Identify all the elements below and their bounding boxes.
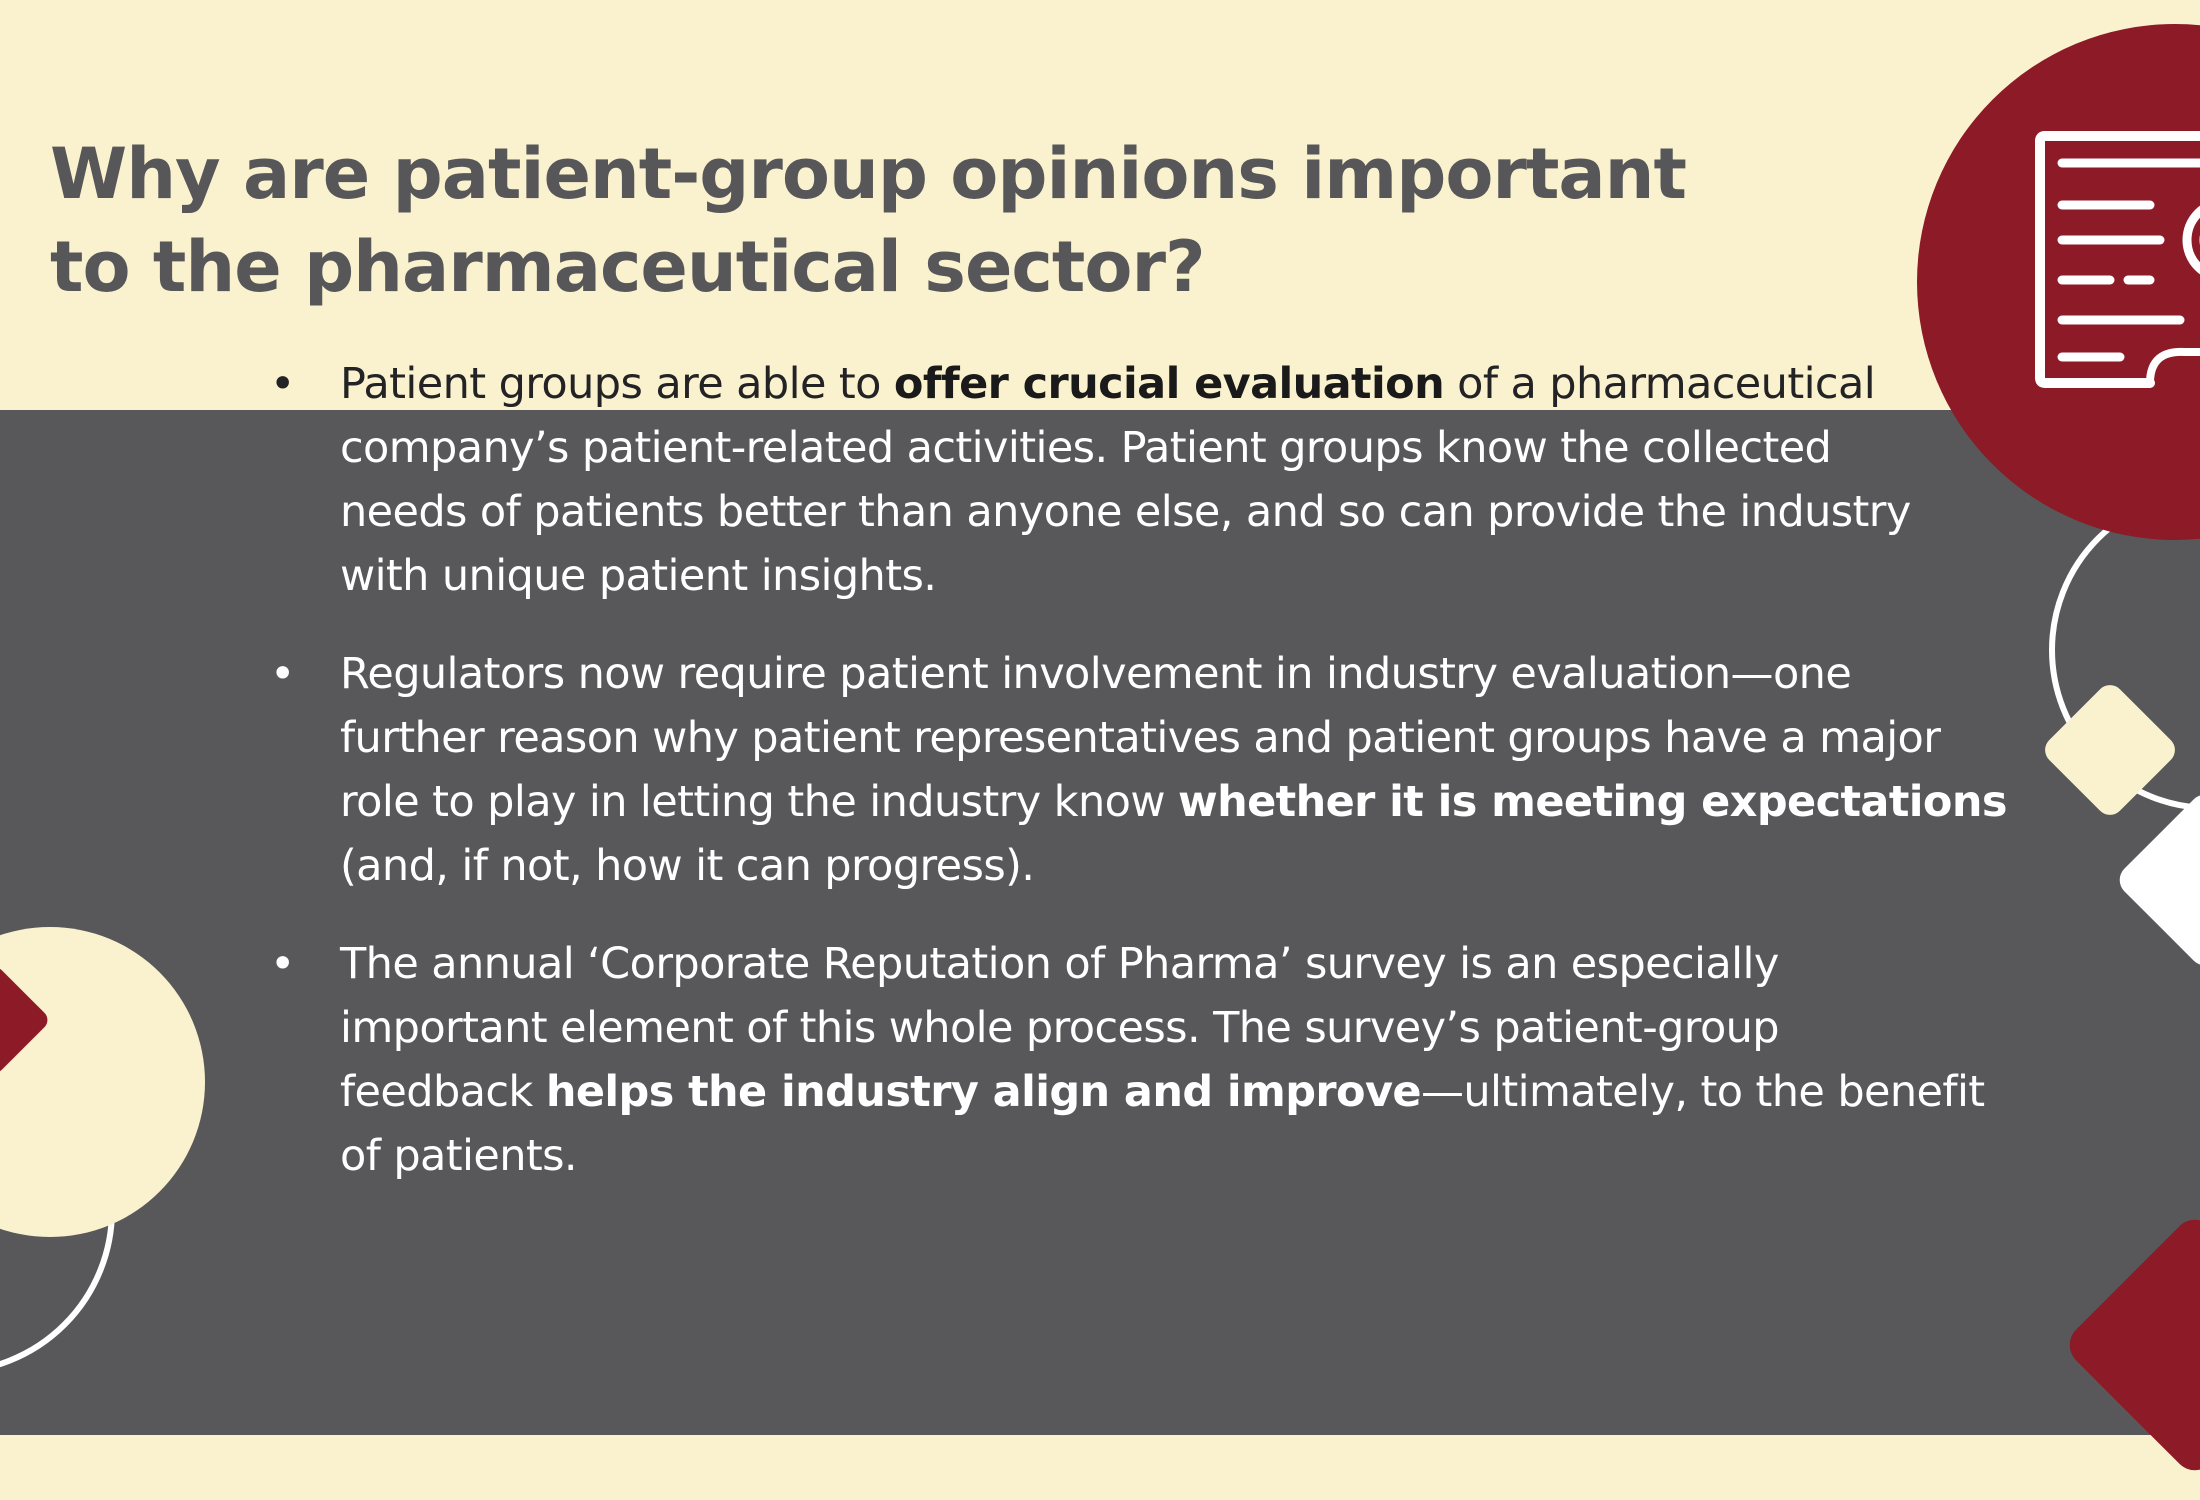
maroon-diamond-left	[0, 967, 48, 1073]
maroon-diamond-right	[2069, 1219, 2200, 1471]
bullet-2-line-2: further reason why patient representativ…	[340, 713, 1941, 763]
title-line-2: to the pharmaceutical sector?	[50, 226, 1206, 308]
bullet-2-text-pre: role to play in letting the industry kno…	[340, 777, 1178, 827]
bullet-marker: •	[270, 939, 295, 989]
page-title: Why are patient-group opinions important…	[50, 128, 1850, 314]
bullet-list: • Patient groups are able to offer cruci…	[270, 352, 2007, 1222]
bullet-3-emphasis: helps the industry align and improve	[545, 1067, 1422, 1117]
bullet-2-line-3: role to play in letting the industry kno…	[340, 770, 2007, 834]
bullet-3-line-4: of patients.	[340, 1131, 578, 1181]
title-line-1: Why are patient-group opinions important	[50, 133, 1687, 215]
bullet-2-line-4: (and, if not, how it can progress).	[340, 841, 1035, 891]
bullet-1-text-post: of a pharmaceutical	[1444, 359, 1876, 409]
bullet-item-2: • Regulators now require patient involve…	[270, 642, 2007, 898]
bullet-marker: •	[270, 359, 295, 409]
bullet-1-line-3: needs of patients better than anyone els…	[340, 487, 1911, 537]
bullet-1-line-4: with unique patient insights.	[340, 551, 937, 601]
bullet-marker: •	[270, 649, 295, 699]
bullet-item-1: • Patient groups are able to offer cruci…	[270, 352, 1970, 608]
document-certificate-icon	[2035, 131, 2200, 388]
bullet-3-line-1: The annual ‘Corporate Reputation of Phar…	[340, 939, 1779, 989]
bullet-1-line-1: Patient groups are able to offer crucial…	[340, 352, 1970, 416]
cream-circle-left	[0, 927, 205, 1237]
bullet-3-line-2: important element of this whole process.…	[340, 1003, 1780, 1053]
bullet-item-3: • The annual ‘Corporate Reputation of Ph…	[270, 932, 1985, 1188]
bullet-2-line-1: Regulators now require patient involveme…	[340, 649, 1852, 699]
bullet-1-line-2: company’s patient-related activities. Pa…	[340, 423, 1832, 473]
bullet-3-line-3: feedback helps the industry align and im…	[340, 1060, 1985, 1124]
bullet-3-text-pre: feedback	[340, 1067, 546, 1117]
cream-diamond-right	[2045, 685, 2175, 815]
bullet-3-text-post: —ultimately, to the benefit	[1420, 1067, 1985, 1117]
white-ring-right	[2049, 489, 2200, 811]
bullet-1-text-pre: Patient groups are able to	[340, 359, 894, 409]
gray-content-panel	[0, 410, 2200, 1435]
bullet-1-emphasis: offer crucial evaluation	[893, 359, 1445, 409]
white-diamond-right	[2119, 794, 2200, 966]
bullet-2-emphasis: whether it is meeting expectations	[1177, 777, 2008, 827]
